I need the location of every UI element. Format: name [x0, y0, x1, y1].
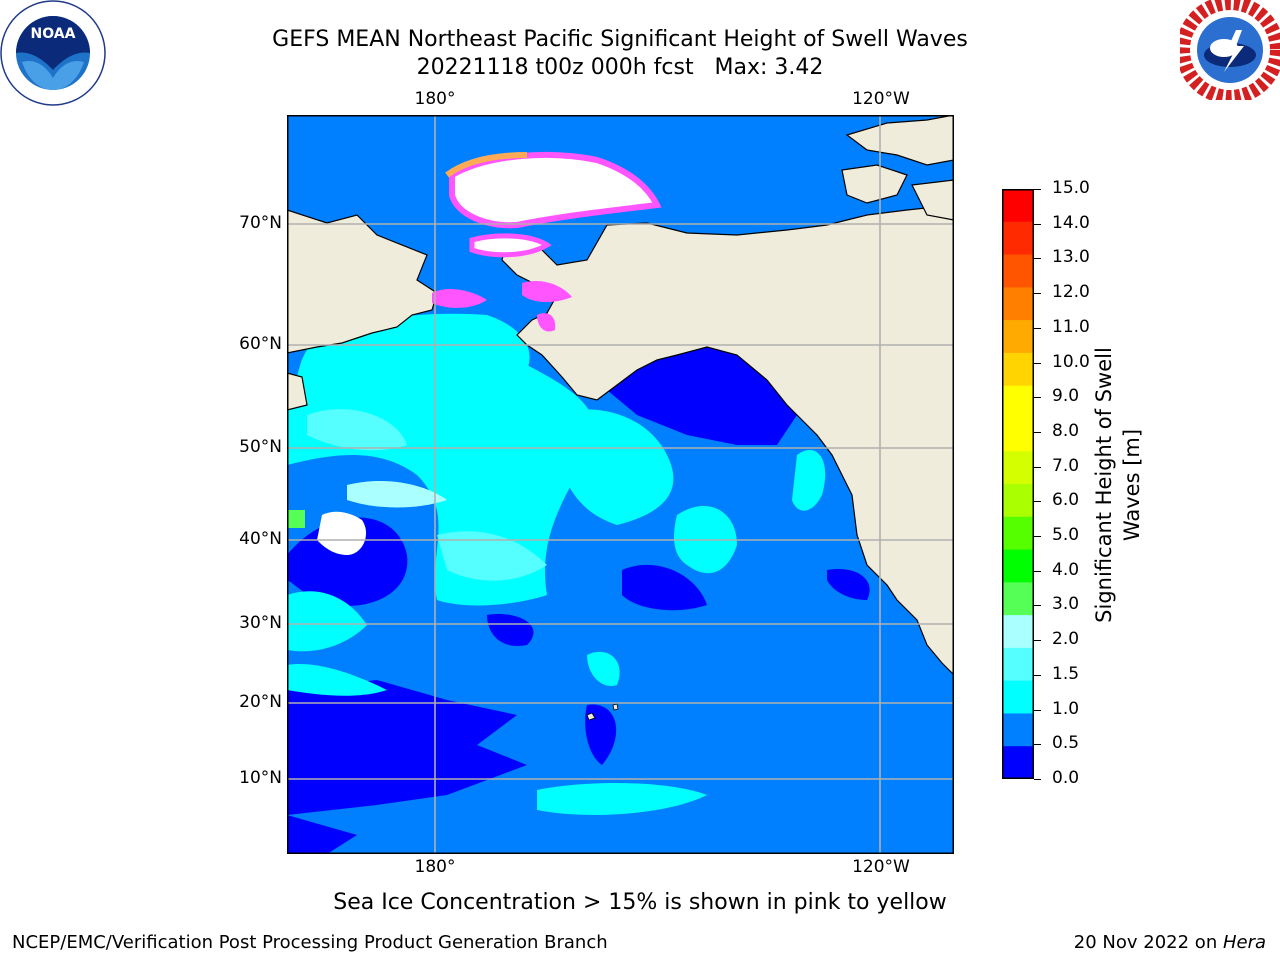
colorbar-swatch [1002, 418, 1034, 452]
gridlines [287, 115, 954, 854]
map-panel[interactable] [287, 115, 954, 854]
colorbar-tick-mark [1034, 397, 1041, 399]
sea-ice-note: Sea Ice Concentration > 15% is shown in … [333, 890, 947, 915]
colorbar-tick-mark [1034, 709, 1041, 711]
colorbar-tick-label: 9.0 [1052, 386, 1080, 407]
lon-label-top-120w: 120°W [852, 89, 910, 109]
colorbar-tick-mark [1034, 605, 1041, 607]
lat-label-10n: 10°N [239, 768, 282, 788]
colorbar-tick-mark [1034, 362, 1041, 364]
colorbar-border [1002, 189, 1034, 779]
colorbar-swatch [1002, 615, 1034, 649]
lat-label-20n: 20°N [239, 692, 282, 712]
colorbar-tick-mark [1034, 674, 1041, 676]
colorbar-tick-mark [1034, 258, 1041, 260]
colorbar-tick-mark [1034, 779, 1041, 780]
colorbar-swatch [1002, 254, 1034, 288]
colorbar-tick-mark [1034, 501, 1041, 503]
colorbar-swatch [1002, 582, 1034, 616]
lat-label-40n: 40°N [239, 529, 282, 549]
colorbar-tick-mark [1034, 570, 1041, 572]
colorbar-tick-label: 11.0 [1052, 316, 1090, 337]
footer-date-text: 20 Nov 2022 on [1073, 932, 1223, 953]
colorbar-swatch [1002, 287, 1034, 321]
colorbar-tick-label: 1.0 [1052, 698, 1080, 719]
colorbar-swatch [1002, 221, 1034, 256]
colorbar [1002, 189, 1034, 780]
colorbar-swatch [1002, 451, 1034, 485]
colorbar-tick-label: 0.0 [1052, 768, 1080, 788]
lat-label-30n: 30°N [239, 613, 282, 633]
colorbar-swatch [1002, 516, 1034, 551]
colorbar-tick-label: 14.0 [1052, 212, 1090, 233]
colorbar-swatch [1002, 385, 1034, 419]
noaa-logo: NOAA [0, 0, 106, 106]
footer-date: 20 Nov 2022 on Hera [1074, 932, 1266, 953]
colorbar-title: Significant Height of Swell Waves [m] [1092, 347, 1144, 623]
map-title: GEFS MEAN Northeast Pacific Significant … [272, 27, 968, 52]
colorbar-tick-label: 8.0 [1052, 420, 1080, 441]
colorbar-tick-label: 13.0 [1052, 247, 1090, 268]
swell-height-map [287, 115, 954, 854]
footer-host: Hera [1222, 932, 1266, 953]
colorbar-tick-label: 10.0 [1052, 351, 1090, 372]
colorbar-swatch [1002, 484, 1034, 518]
colorbar-tick-label: 7.0 [1052, 455, 1080, 476]
noaa-logo-text: NOAA [31, 26, 76, 42]
colorbar-tick-mark [1034, 640, 1041, 642]
colorbar-tick-label: 5.0 [1052, 525, 1080, 546]
colorbar-swatch [1002, 352, 1034, 387]
colorbar-tick-mark [1034, 327, 1041, 329]
colorbar-swatch [1002, 549, 1034, 583]
nws-logo [1176, 0, 1280, 104]
colorbar-tick-mark [1034, 223, 1041, 225]
colorbar-tick-mark [1034, 466, 1041, 468]
lat-label-50n: 50°N [239, 437, 282, 457]
colorbar-tick-label: 1.5 [1052, 663, 1080, 684]
map-subtitle-forecast: 20221118 t00z 000h fcst Max: 3.42 [416, 55, 824, 80]
lon-label-bottom-180: 180° [414, 857, 456, 877]
colorbar-swatch [1002, 320, 1034, 354]
colorbar-swatch [1002, 189, 1034, 223]
colorbar-tick-mark [1034, 536, 1041, 538]
colorbar-tick-label: 0.5 [1052, 733, 1080, 754]
colorbar-tick-label: 4.0 [1052, 559, 1080, 580]
lat-label-70n: 70°N [239, 213, 282, 233]
colorbar-tick-label: 12.0 [1052, 282, 1090, 303]
colorbar-tick-label: 6.0 [1052, 490, 1080, 511]
colorbar-tick-label: 3.0 [1052, 594, 1080, 615]
colorbar-swatch [1002, 647, 1034, 682]
colorbar-tick-mark [1034, 744, 1041, 746]
colorbar-swatches [1002, 189, 1034, 780]
colorbar-tick-mark [1034, 189, 1041, 190]
colorbar-tick-label: 15.0 [1052, 178, 1090, 198]
footer-credit: NCEP/EMC/Verification Post Processing Pr… [12, 932, 608, 953]
colorbar-tick-mark [1034, 293, 1041, 295]
colorbar-swatch [1002, 746, 1034, 780]
colorbar-tick-mark [1034, 431, 1041, 433]
colorbar-swatch [1002, 713, 1034, 747]
colorbar-tick-label: 2.0 [1052, 629, 1080, 650]
lon-label-bottom-120w: 120°W [852, 857, 910, 877]
colorbar-swatch [1002, 680, 1034, 714]
lon-label-top-180: 180° [414, 89, 456, 109]
lat-label-60n: 60°N [239, 334, 282, 354]
